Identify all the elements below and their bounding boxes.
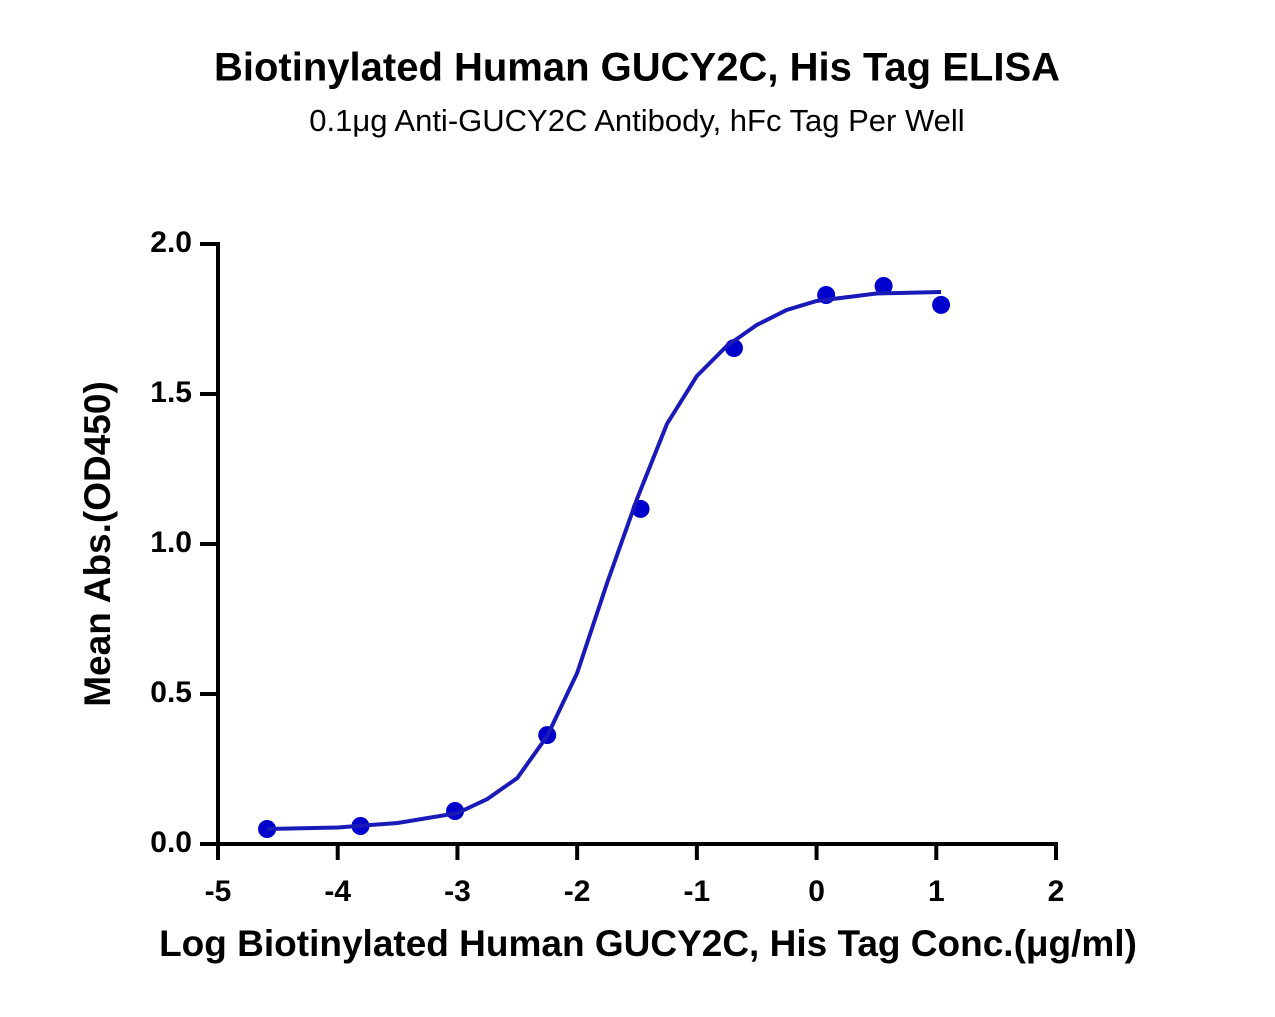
x-tick-label: -1 <box>684 875 711 908</box>
x-tick-label: -2 <box>564 875 591 908</box>
data-point <box>874 277 893 295</box>
y-tick-label: 1.5 <box>150 376 192 409</box>
x-tick-label: 1 <box>928 875 945 908</box>
y-axis-label: Mean Abs.(OD450) <box>77 381 118 707</box>
x-tick-label: 0 <box>808 875 825 908</box>
x-tick-label: 2 <box>1048 875 1065 908</box>
x-tick-label: -3 <box>444 875 471 908</box>
chart-title: Biotinylated Human GUCY2C, His Tag ELISA <box>214 46 1060 90</box>
y-tick-label: 0.5 <box>150 676 192 709</box>
x-tick-label: -5 <box>205 875 232 908</box>
chart-subtitle: 0.1μg Anti-GUCY2C Antibody, hFc Tag Per … <box>309 103 964 138</box>
x-axis-label: Log Biotinylated Human GUCY2C, His Tag C… <box>159 923 1137 964</box>
y-tick-label: 1.0 <box>150 526 192 559</box>
fit-curve <box>267 290 942 831</box>
y-tick-label: 2.0 <box>150 226 192 259</box>
data-point <box>932 295 951 314</box>
x-tick-label: -4 <box>324 875 351 908</box>
y-tick-label: 0.0 <box>150 826 192 859</box>
